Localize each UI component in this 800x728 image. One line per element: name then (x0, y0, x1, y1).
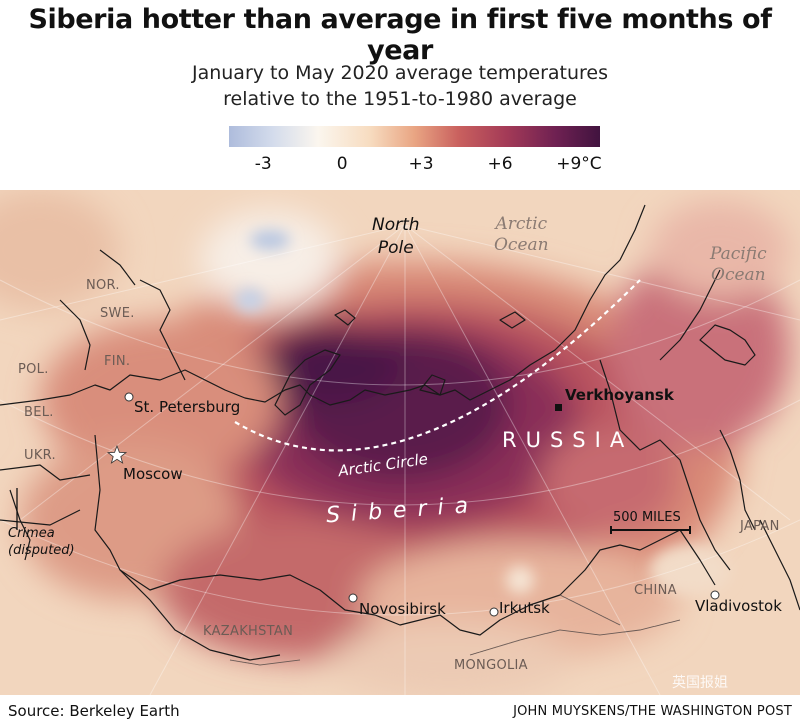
moscow-capital-star-icon (106, 444, 128, 464)
north-pole-line-2: Pole (377, 238, 414, 258)
city-label-irkutsk: Irkutsk (499, 599, 550, 617)
temperature-legend-bar (229, 126, 600, 147)
pacific-ocean-label: Pacific Ocean (710, 244, 767, 286)
irkutsk-marker (489, 607, 499, 617)
city-label-verkhoyansk: Verkhoyansk (565, 386, 674, 404)
country-label-mongolia: MONGOLIA (454, 658, 528, 673)
city-markers (106, 392, 720, 617)
legend-tick-label: +9°C (556, 154, 602, 174)
country-label-ukraine: UKR. (24, 448, 56, 463)
crimea-label-line-1: Crimea (8, 526, 55, 541)
pacific-ocean-line-1: Pacific (710, 244, 767, 264)
vladivostok-marker (710, 590, 720, 600)
subtitle-line-2: relative to the 1951-to-1980 average (223, 88, 577, 110)
legend-tick-label: 0 (336, 154, 348, 174)
arctic-ocean-label: Arctic Ocean (494, 214, 549, 256)
crimea-label-line-2: (disputed) (8, 543, 75, 558)
north-pole-line-1: North (372, 215, 420, 235)
country-label-china: CHINA (634, 583, 677, 598)
legend-tick-label: -3 (254, 154, 272, 174)
chart-title: Siberia hotter than average in first fiv… (28, 4, 772, 66)
subtitle-line-1: January to May 2020 average temperatures (191, 62, 609, 84)
country-label-finland: FIN. (104, 354, 131, 369)
city-label-moscow: Moscow (123, 465, 183, 483)
novosibirsk-marker (348, 593, 358, 603)
source-note: Source: Berkeley Earth (8, 702, 180, 720)
crimea-disputed-label: Crimea (disputed) (8, 525, 75, 559)
siberia-temperature-map: Arctic Ocean Pacific Ocean North Pole NO… (0, 190, 800, 695)
pacific-ocean-line-2: Ocean (711, 265, 766, 285)
legend-tick-label: +6 (487, 154, 513, 174)
scale-bar-label: 500 MILES (613, 510, 681, 525)
country-label-poland: POL. (18, 362, 49, 377)
city-label-st-petersburg: St. Petersburg (134, 398, 241, 416)
st-petersburg-marker (124, 392, 134, 402)
country-label-sweden: SWE. (100, 306, 135, 321)
watermark: 英国报姐 (672, 675, 728, 691)
country-label-japan: JAPAN (740, 519, 780, 534)
legend-tick-label: +3 (408, 154, 434, 174)
country-label-kazakhstan: KAZAKHSTAN (203, 624, 294, 639)
country-label-norway: NOR. (86, 278, 120, 293)
heatmap-layer (0, 190, 800, 695)
credit-line: JOHN MUYSKENS/THE WASHINGTON POST (513, 704, 792, 719)
arctic-ocean-line-2: Ocean (494, 235, 549, 255)
verkhoyansk-marker (555, 404, 562, 411)
city-label-vladivostok: Vladivostok (695, 597, 782, 615)
north-pole-label: North Pole (372, 214, 420, 260)
arctic-ocean-line-1: Arctic (495, 214, 548, 234)
city-label-novosibirsk: Novosibirsk (359, 600, 446, 618)
country-label-belarus: BEL. (24, 405, 54, 420)
region-label-russia: RUSSIA (502, 428, 634, 452)
